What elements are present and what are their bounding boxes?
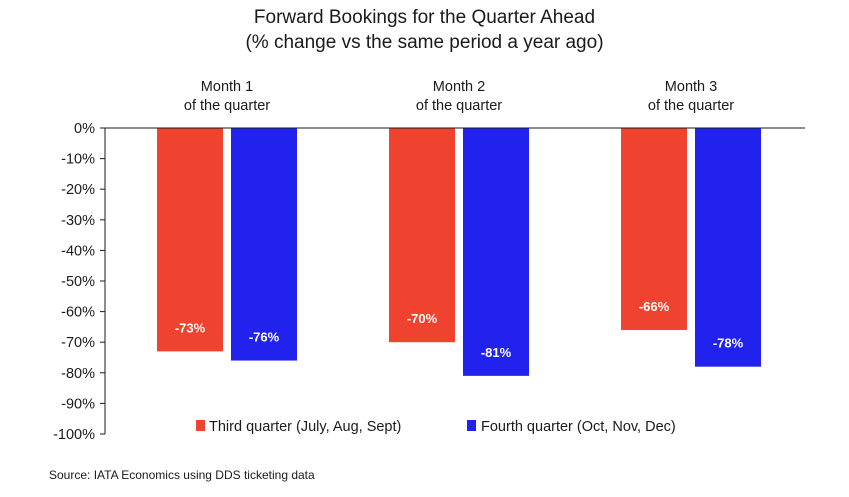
bar — [463, 128, 529, 376]
category-label-line: Month 1 — [200, 79, 254, 95]
bar — [157, 128, 223, 352]
legend-label: Fourth quarter (Oct, Nov, Dec) — [481, 419, 676, 435]
y-tick-label: -10% — [61, 152, 95, 168]
y-tick-label: -90% — [61, 396, 95, 412]
category-label-line: of the quarter — [647, 98, 735, 114]
source-note: Source: IATA Economics using DDS ticketi… — [49, 468, 315, 482]
bar — [231, 128, 297, 361]
category-label-line: Month 3 — [664, 79, 718, 95]
category-label-line: of the quarter — [183, 98, 271, 114]
legend-swatch — [196, 420, 205, 431]
y-tick-label: -50% — [61, 274, 95, 290]
legend-swatch — [467, 420, 476, 431]
y-tick-label: -70% — [61, 335, 95, 351]
category-label: Month 1 of the quarter — [147, 78, 307, 116]
category-label-line: of the quarter — [415, 98, 503, 114]
data-label: -81% — [481, 345, 512, 360]
y-tick-label: -20% — [61, 182, 95, 198]
legend-label: Third quarter (July, Aug, Sept) — [209, 419, 401, 435]
category-label: Month 3 of the quarter — [611, 78, 771, 116]
data-label: -66% — [639, 299, 670, 314]
y-tick-label: -60% — [61, 305, 95, 321]
data-label: -70% — [407, 311, 438, 326]
y-tick-label: -40% — [61, 243, 95, 259]
y-tick-label: -30% — [61, 213, 95, 229]
bar — [389, 128, 455, 343]
chart-subtitle: (% change vs the same period a year ago) — [245, 32, 604, 53]
bar — [621, 128, 687, 330]
data-label: -73% — [175, 320, 206, 335]
bar — [695, 128, 761, 367]
data-label: -78% — [713, 336, 744, 351]
y-tick-label: -100% — [53, 427, 95, 443]
chart-title: Forward Bookings for the Quarter Ahead — [253, 7, 596, 28]
data-label: -76% — [249, 330, 280, 345]
category-label-line: Month 2 — [432, 79, 486, 95]
category-label: Month 2 of the quarter — [379, 78, 539, 116]
y-tick-label: -80% — [61, 366, 95, 382]
y-tick-label: 0% — [74, 121, 95, 137]
